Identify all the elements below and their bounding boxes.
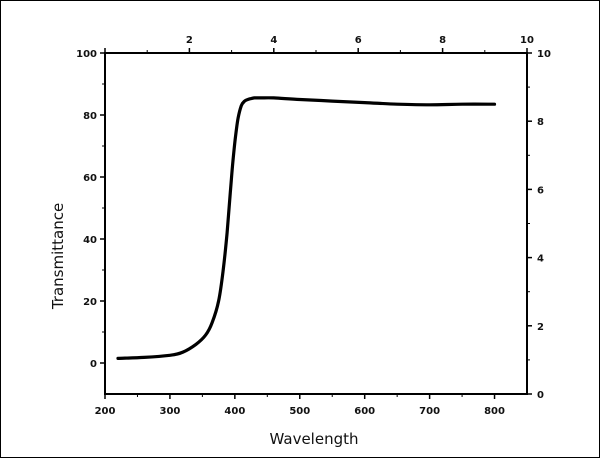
right-tick-label: 6 bbox=[537, 185, 544, 196]
transmittance-line bbox=[116, 96, 497, 360]
y-tick-label: 100 bbox=[76, 49, 97, 60]
x-tick-label: 500 bbox=[289, 406, 310, 417]
right-tick-label: 0 bbox=[537, 390, 544, 401]
x-tick-label: 600 bbox=[354, 406, 375, 417]
y-tick-label: 0 bbox=[90, 359, 97, 370]
right-tick-label: 2 bbox=[537, 322, 544, 333]
x-tick-label: 400 bbox=[224, 406, 245, 417]
top-tick-label: 4 bbox=[270, 35, 277, 46]
y-axis-title: Transmittance bbox=[49, 203, 67, 310]
x-tick-label: 700 bbox=[419, 406, 440, 417]
y-tick-label: 60 bbox=[83, 173, 97, 184]
top-tick-label: 8 bbox=[439, 35, 446, 46]
y-tick-label: 20 bbox=[83, 297, 97, 308]
x-tick-label: 300 bbox=[159, 406, 180, 417]
y-tick-label: 40 bbox=[83, 235, 97, 246]
top-tick-label: 6 bbox=[355, 35, 362, 46]
right-tick-label: 4 bbox=[537, 254, 544, 265]
x-tick-label: 800 bbox=[484, 406, 505, 417]
right-tick-label: 8 bbox=[537, 117, 544, 128]
top-tick-label: 10 bbox=[520, 35, 534, 46]
x-tick-label: 200 bbox=[95, 406, 116, 417]
y-tick-label: 80 bbox=[83, 111, 97, 122]
top-tick-label: 2 bbox=[186, 35, 193, 46]
x-axis-title: Wavelength bbox=[270, 430, 359, 448]
right-tick-label: 10 bbox=[537, 49, 551, 60]
